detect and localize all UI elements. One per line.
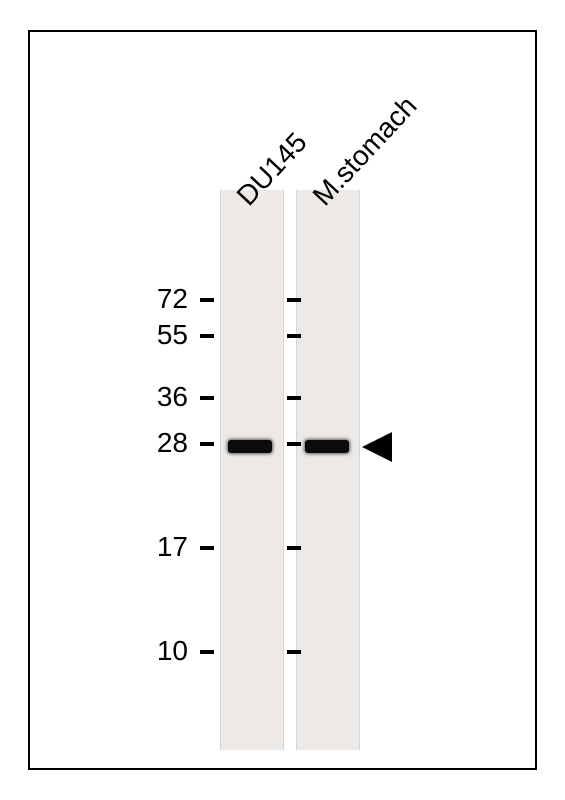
mw-label-28: 28 [157, 427, 188, 459]
mw-tick-mid-10 [287, 650, 301, 654]
mw-tick-mid-17 [287, 546, 301, 550]
mw-tick-mid-72 [287, 298, 301, 302]
mw-label-55: 55 [157, 319, 188, 351]
mw-tick-left-72 [200, 298, 214, 302]
mw-tick-mid-28 [287, 442, 301, 446]
lane-m-stomach [296, 190, 360, 750]
mw-tick-left-17 [200, 546, 214, 550]
mw-tick-left-36 [200, 396, 214, 400]
mw-label-17: 17 [157, 531, 188, 563]
band-indicator-arrow [362, 432, 392, 462]
mw-tick-left-10 [200, 650, 214, 654]
mw-tick-left-55 [200, 334, 214, 338]
mw-tick-mid-55 [287, 334, 301, 338]
mw-tick-left-28 [200, 442, 214, 446]
mw-label-72: 72 [157, 283, 188, 315]
mw-label-10: 10 [157, 635, 188, 667]
mw-label-36: 36 [157, 381, 188, 413]
band-du145 [228, 440, 272, 453]
mw-tick-mid-36 [287, 396, 301, 400]
lane-du145 [220, 190, 284, 750]
band-m-stomach [305, 440, 349, 453]
